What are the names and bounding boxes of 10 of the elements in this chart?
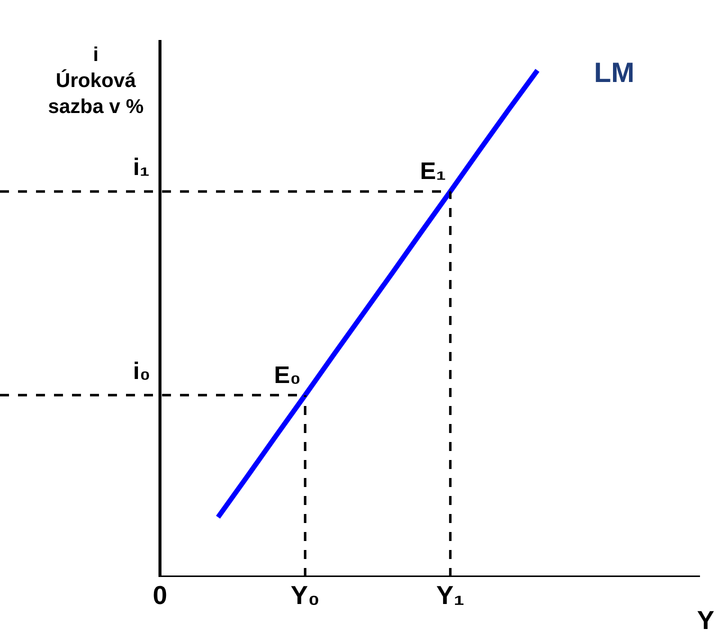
x-tick-label: Y₀ [290, 580, 320, 610]
annotation: E₁ [420, 158, 446, 185]
text: LM [594, 57, 634, 88]
y-axis-title: i Úroková sazba v % [48, 44, 144, 118]
ref-line-label: i₁ [133, 154, 150, 181]
x-tick-label: Y₁ [436, 580, 464, 610]
x-axis-title: Y [697, 605, 714, 632]
x-tick-label: 0 [152, 580, 168, 610]
annotation: E₀ [274, 362, 301, 389]
ref-line-label: i₀ [133, 358, 150, 385]
